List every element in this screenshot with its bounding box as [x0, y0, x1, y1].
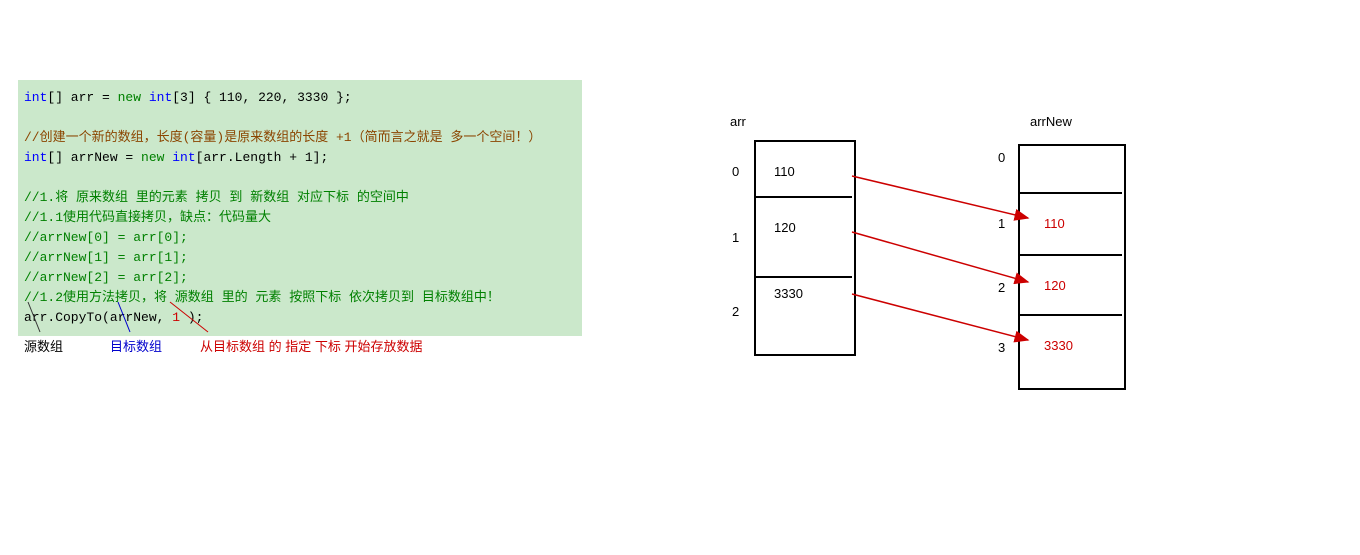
anno-line-idx: [170, 302, 208, 332]
copy-arrow: [852, 232, 1028, 282]
anno-line-dst: [118, 302, 130, 332]
copy-arrow: [852, 176, 1028, 218]
copy-arrow: [852, 294, 1028, 340]
svg-overlay: [0, 0, 1360, 555]
canvas: int[] arr = new int[3] { 110, 220, 3330 …: [0, 0, 1360, 555]
anno-line-src: [28, 302, 40, 332]
